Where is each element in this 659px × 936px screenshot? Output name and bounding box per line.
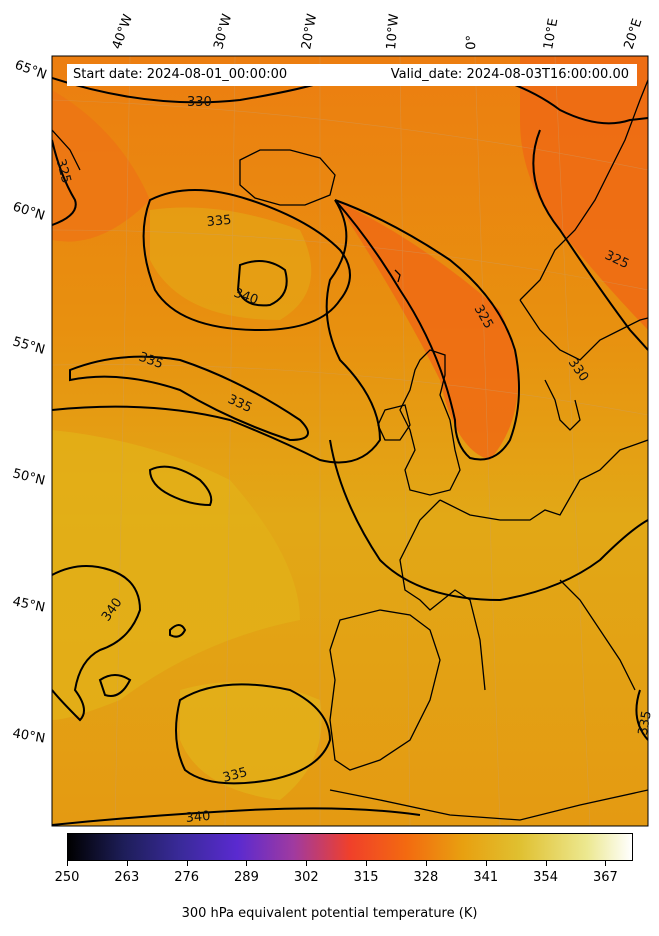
colorbar-tick-mark <box>186 861 188 866</box>
latitude-label: 50°N <box>11 466 46 488</box>
contour-label: 325 <box>53 157 74 185</box>
longitude-labels: 40°W 30°W 20°W 10°W 0° 10°E 20°E <box>110 12 646 51</box>
contour-label: 335 <box>206 213 232 230</box>
map-frame <box>51 55 649 827</box>
coastlines <box>52 79 648 821</box>
colorbar-tick-label: 302 <box>293 870 319 885</box>
latitude-label: 40°N <box>11 726 46 746</box>
colorbar-tick-label: 367 <box>592 870 618 885</box>
latitude-labels: 65°N 60°N 55°N 50°N 45°N 40°N <box>11 58 49 747</box>
date-info-box: Start date: 2024-08-01_00:00:00 Valid_da… <box>67 64 637 86</box>
longitude-label: 0° <box>464 35 480 50</box>
latitude-label: 45°N <box>11 594 46 615</box>
latitude-label: 65°N <box>13 58 49 83</box>
colorbar-tick-label: 250 <box>54 870 80 885</box>
colorbar-tick-label: 341 <box>473 870 499 885</box>
start-date-text: Start date: 2024-08-01_00:00:00 <box>73 67 288 82</box>
latitude-label: 55°N <box>11 334 47 357</box>
colorbar-label: 300 hPa equivalent potential temperature… <box>181 906 478 921</box>
colorbar-tick-mark <box>425 861 427 866</box>
colorbar <box>67 833 633 861</box>
colorbar-tick-mark <box>605 861 607 866</box>
temperature-field <box>52 56 648 826</box>
longitude-label: 20°W <box>299 13 320 51</box>
colorbar-tick-mark <box>306 861 308 866</box>
colorbar-tick-label: 354 <box>533 870 558 885</box>
colorbar-tick-mark <box>246 861 248 866</box>
longitude-label: 20°E <box>622 17 646 51</box>
longitude-label: 40°W <box>110 12 136 51</box>
colorbar-tick-mark <box>126 861 128 866</box>
longitude-label: 10°W <box>384 13 402 50</box>
valid-date-text: Valid_date: 2024-08-03T16:00:00.00 <box>390 67 629 82</box>
colorbar-tick-mark <box>545 861 547 866</box>
contour-label: 335 <box>636 710 655 737</box>
colorbar-tick-label: 328 <box>413 870 439 885</box>
latitude-label: 60°N <box>11 200 47 224</box>
contour-label: 330 <box>187 95 212 110</box>
longitude-label: 30°W <box>211 12 235 51</box>
colorbar-tick-label: 276 <box>174 870 200 885</box>
contour-label: 335 <box>221 765 249 786</box>
colorbar-tick-mark <box>67 861 68 866</box>
colorbar-tick-mark <box>485 861 487 866</box>
contour-label: 340 <box>185 809 211 826</box>
colorbar-tick-label: 315 <box>353 870 379 885</box>
colorbar-tick-label: 289 <box>234 870 259 885</box>
longitude-label: 10°E <box>541 17 561 50</box>
colorbar-tick-label: 263 <box>114 870 140 885</box>
colorbar-tick-mark <box>366 861 368 866</box>
